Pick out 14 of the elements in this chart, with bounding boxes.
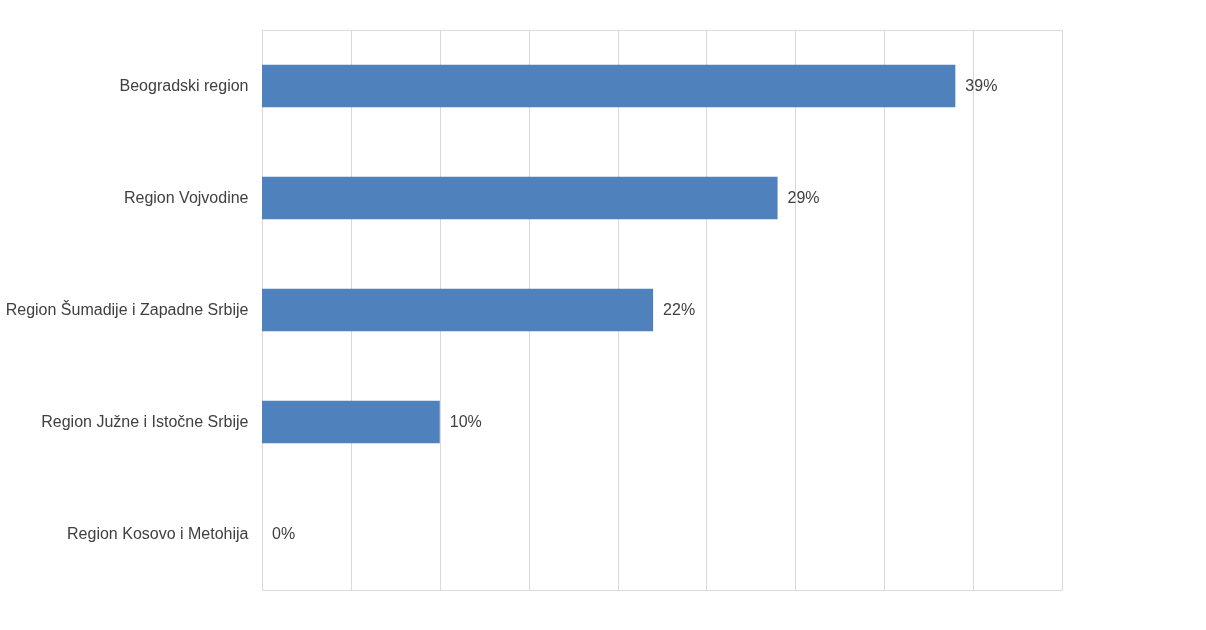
y-tick-label: Region Južne i Istočne Srbije xyxy=(41,413,249,430)
y-tick-label: Region Kosovo i Metohija xyxy=(67,525,249,542)
y-tick-label: Region Šumadije i Zapadne Srbije xyxy=(5,300,249,318)
data-label: 39% xyxy=(965,77,998,94)
bar xyxy=(262,64,956,108)
y-tick-label: Beogradski region xyxy=(119,77,249,94)
bar xyxy=(262,288,654,332)
bar xyxy=(262,400,440,444)
data-label: 29% xyxy=(787,189,820,206)
bar xyxy=(262,176,778,220)
data-label: 10% xyxy=(449,413,482,430)
data-label: 22% xyxy=(663,301,696,318)
y-tick-label: Region Vojvodine xyxy=(123,189,249,206)
data-label: 0% xyxy=(272,525,296,542)
